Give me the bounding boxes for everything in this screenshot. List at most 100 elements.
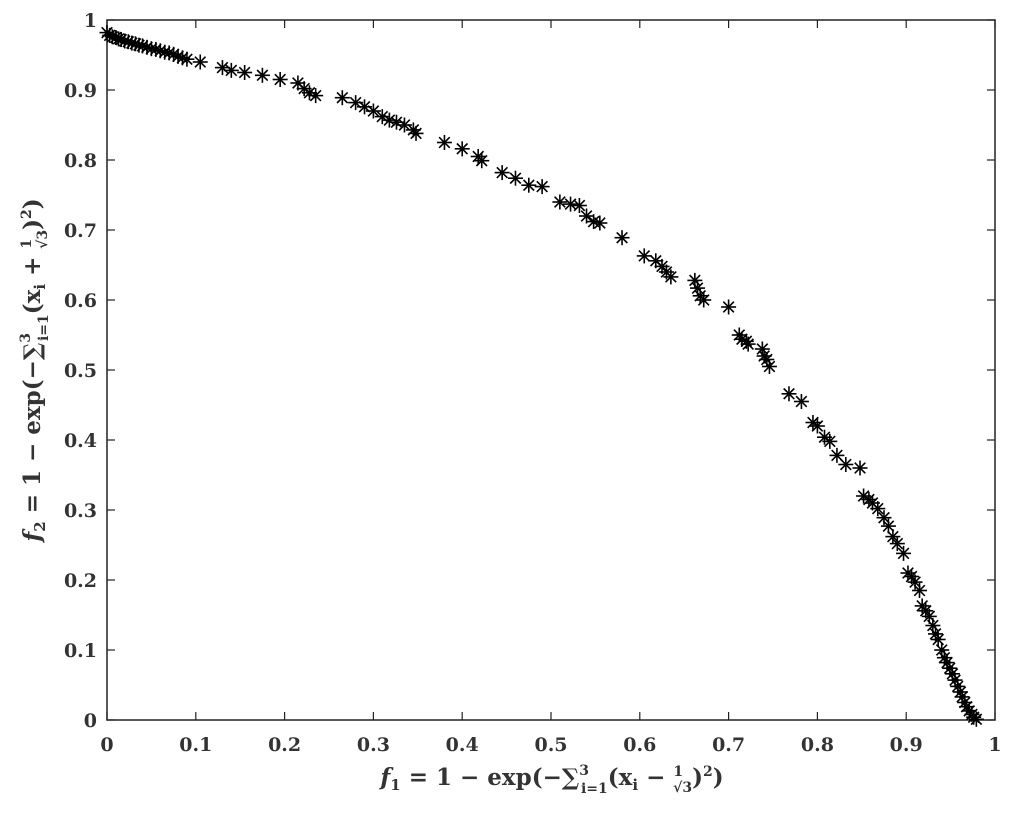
y-label-frac-den: √3	[35, 230, 51, 249]
data-point	[494, 165, 510, 181]
y-label-paren: (x	[19, 289, 46, 314]
data-point	[781, 386, 797, 402]
data-point	[880, 518, 896, 534]
data-point	[822, 433, 838, 449]
data-point	[721, 299, 737, 315]
y-tick-label: 0.3	[64, 500, 97, 522]
x-tick-label: 0.5	[534, 734, 567, 756]
x-label-frac-num: 1	[673, 764, 683, 780]
y-label-end: )	[19, 198, 46, 209]
data-point	[408, 125, 424, 141]
x-label-sum-sup: 3	[579, 763, 589, 779]
plot-area	[106, 19, 996, 721]
data-point	[272, 72, 288, 87]
x-label-paren: (x	[608, 764, 633, 791]
data-points	[99, 25, 984, 727]
data-point	[507, 170, 523, 186]
x-tick-label: 1	[988, 734, 1001, 756]
data-point	[896, 545, 912, 561]
x-label-minus: −	[638, 764, 673, 791]
data-point	[474, 153, 490, 169]
x-tick-label: 0	[100, 734, 113, 756]
data-point	[254, 67, 270, 83]
data-point	[793, 394, 809, 409]
data-point	[759, 352, 775, 367]
y-label-i: i	[31, 284, 49, 290]
y-label-plus: +	[19, 249, 46, 284]
data-point	[876, 510, 892, 526]
data-point	[930, 632, 946, 647]
data-point	[534, 179, 550, 195]
data-point	[571, 198, 587, 213]
data-point	[592, 215, 608, 231]
y-tick-label: 1	[84, 10, 97, 32]
data-point	[614, 230, 630, 246]
x-label-sum-sub: i=1	[581, 781, 608, 797]
x-label-close: )	[692, 764, 703, 791]
data-point	[912, 583, 928, 598]
data-point	[907, 574, 923, 590]
data-point	[968, 711, 984, 727]
data-point	[365, 103, 381, 119]
x-label-frac-den: √3	[673, 780, 692, 796]
y-tick-label: 0.7	[64, 220, 97, 242]
y-tick-label: 0	[84, 710, 97, 732]
x-label-sq: 2	[703, 764, 713, 780]
y-label-sum-sup: 3	[18, 333, 34, 343]
x-tick-label: 0.8	[801, 734, 834, 756]
y-tick-label: 0.4	[64, 430, 97, 452]
x-label-f-sub: 1	[390, 776, 400, 794]
data-point	[436, 135, 452, 150]
data-point	[852, 460, 868, 476]
data-point	[454, 141, 470, 157]
y-label-sum-sub: i=1	[36, 314, 52, 341]
y-label-f-sub: 2	[31, 521, 49, 531]
y-label-frac-num: 1	[19, 239, 35, 249]
data-point	[179, 51, 195, 67]
y-label-close: )	[19, 219, 46, 230]
data-point	[663, 269, 679, 285]
y-tick-label: 0.9	[64, 80, 97, 102]
data-point	[521, 177, 537, 193]
x-tick-label: 0.9	[890, 734, 923, 756]
y-label-sum: ∑	[19, 343, 46, 360]
data-point	[944, 666, 960, 682]
axis-ticks	[106, 19, 996, 721]
data-point	[334, 90, 350, 106]
data-point	[947, 672, 963, 688]
data-point	[687, 272, 703, 288]
x-tick-label: 0.6	[623, 734, 656, 756]
data-point	[838, 457, 854, 472]
x-tick-label: 0.3	[357, 734, 390, 756]
data-point	[829, 447, 845, 463]
data-point	[636, 248, 652, 264]
y-tick-label: 0.2	[64, 570, 97, 592]
y-tick-label: 0.1	[64, 640, 97, 662]
y-tick-label: 0.5	[64, 360, 97, 382]
data-point	[192, 54, 208, 70]
x-label-end: )	[713, 764, 724, 791]
x-axis-label: f1 = 1 − exp(−∑3 i=1(xi − 1 √3)2)	[378, 763, 723, 797]
x-tick-labels: 0 0.1 0.2 0.3 0.4 0.5 0.6 0.7 0.8 0.9 1	[100, 734, 1001, 756]
y-axis-label: f2 = 1 − exp(−∑3 i=1(xi + 1√3)2)	[18, 198, 52, 543]
x-label-sum: ∑	[562, 764, 579, 791]
data-point	[301, 85, 317, 101]
y-tick-labels: 0 0.1 0.2 0.3 0.4 0.5 0.6 0.7 0.8 0.9 1	[64, 10, 97, 732]
y-tick-label: 0.6	[64, 290, 97, 312]
data-point	[740, 336, 756, 352]
x-label-eq: = 1 − exp(−	[401, 764, 562, 791]
data-point	[308, 88, 324, 104]
data-point	[928, 626, 944, 642]
x-tick-label: 0.4	[446, 734, 479, 756]
y-label-sq: 2	[19, 209, 35, 219]
data-point	[237, 65, 253, 80]
data-point	[223, 62, 239, 78]
y-tick-label: 0.8	[64, 150, 97, 172]
x-tick-label: 0.7	[712, 734, 745, 756]
data-point	[696, 292, 712, 308]
data-point	[889, 536, 905, 552]
x-tick-label: 0.1	[179, 734, 212, 756]
y-label-eq: = 1 − exp(−	[19, 360, 46, 521]
data-point	[381, 112, 397, 128]
